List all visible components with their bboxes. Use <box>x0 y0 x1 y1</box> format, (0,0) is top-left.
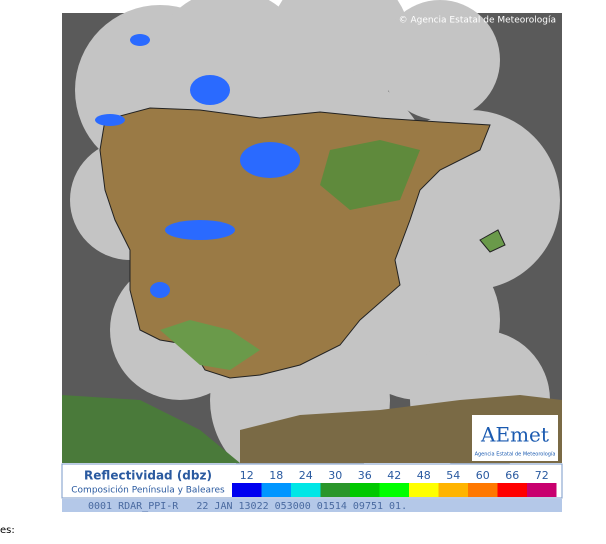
footer: es: <box>0 525 15 536</box>
scale-label: 30 <box>328 469 342 482</box>
logo-subtitle: Agencia Estatal de Meteorología <box>475 451 556 458</box>
legend-subtitle: Composición Península y Baleares <box>71 485 225 496</box>
scale-label: 42 <box>387 469 401 482</box>
scale-label: 66 <box>505 469 519 482</box>
scale-swatch <box>497 483 527 497</box>
lowland <box>160 320 260 370</box>
scale-swatch <box>320 483 350 497</box>
status-bar <box>62 499 562 512</box>
scale-label: 72 <box>535 469 549 482</box>
scale-label: 48 <box>417 469 431 482</box>
legend-title: Reflectividad (dbz) <box>84 469 212 483</box>
precipitation <box>95 34 300 298</box>
africa <box>62 395 240 463</box>
scale-label: 60 <box>476 469 490 482</box>
scale-swatch <box>350 483 380 497</box>
scale-swatch <box>409 483 439 497</box>
copyright: © Agencia Estatal de Meteorología <box>399 16 556 26</box>
scale-swatch <box>261 483 291 497</box>
lowland <box>320 140 420 210</box>
scale-swatch <box>379 483 409 497</box>
logo-box <box>472 415 558 461</box>
scale-label: 18 <box>269 469 283 482</box>
scale-label: 12 <box>240 469 254 482</box>
scale-label: 24 <box>299 469 313 482</box>
logo: AEmet <box>480 423 549 447</box>
scale-swatch <box>468 483 498 497</box>
scale-swatch <box>232 483 262 497</box>
island <box>479 229 506 253</box>
scale-swatch <box>291 483 321 497</box>
scale-swatch <box>527 483 557 497</box>
status: 0001 RDAR_PPI-R 22 JAN 13022 053000 0151… <box>88 501 407 512</box>
scale-label: 36 <box>358 469 372 482</box>
scale-label: 54 <box>446 469 460 482</box>
scale-swatch <box>438 483 468 497</box>
